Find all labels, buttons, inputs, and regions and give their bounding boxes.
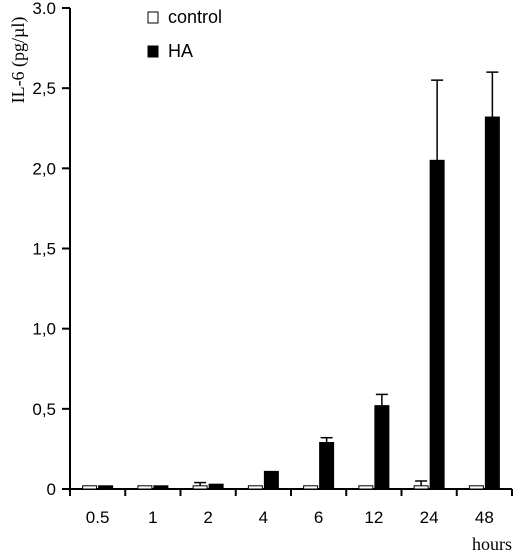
x-tick-label: 2	[203, 508, 212, 527]
y-tick-label: 1,0	[32, 320, 56, 339]
bar-control-12	[358, 485, 374, 490]
y-tick-label: 0	[47, 480, 56, 499]
bar-control-6	[303, 485, 319, 490]
x-ticks: 0.5 1 2 4 6 12 24 48	[69, 489, 513, 527]
bars	[82, 71, 500, 490]
legend: control HA	[147, 7, 222, 61]
bar-ha-1	[153, 485, 169, 490]
x-tick-label: 0.5	[86, 508, 110, 527]
bar-ha-12	[374, 405, 390, 490]
bar-control-2	[192, 485, 208, 490]
legend-swatch-control	[147, 11, 159, 24]
bar-ha-6	[319, 442, 335, 490]
y-axis-title: IL-6 (pg/µl)	[8, 17, 29, 104]
legend-label-ha: HA	[168, 41, 193, 61]
y-ticks: 0 0,5 1,0 1,5 2,0 2,5 3.0	[32, 0, 70, 499]
bar-ha-2	[208, 483, 224, 490]
bar-ha-24	[429, 159, 445, 490]
y-tick-label: 3.0	[32, 0, 56, 18]
y-tick-label: 2,0	[32, 159, 56, 178]
bar-ha-0_5	[98, 485, 114, 490]
x-tick-label: 6	[314, 508, 323, 527]
bar-control-4	[247, 485, 263, 490]
axes	[69, 8, 512, 490]
bar-control-48	[468, 485, 484, 490]
y-tick-label: 0,5	[32, 400, 56, 419]
bar-ha-48	[484, 116, 500, 490]
x-tick-label: 4	[259, 508, 268, 527]
x-tick-label: 1	[148, 508, 157, 527]
legend-swatch-ha	[147, 45, 159, 58]
bar-control-0_5	[82, 485, 98, 490]
y-tick-label: 1,5	[32, 240, 56, 259]
bar-control-1	[137, 485, 153, 490]
x-axis-title: hours	[472, 534, 512, 554]
y-tick-label: 2,5	[32, 79, 56, 98]
bar-ha-4	[263, 470, 279, 490]
x-tick-label: 48	[475, 508, 494, 527]
bar-control-24	[413, 485, 429, 490]
x-tick-label: 12	[364, 508, 383, 527]
legend-label-control: control	[168, 7, 222, 27]
x-tick-label: 24	[420, 508, 439, 527]
